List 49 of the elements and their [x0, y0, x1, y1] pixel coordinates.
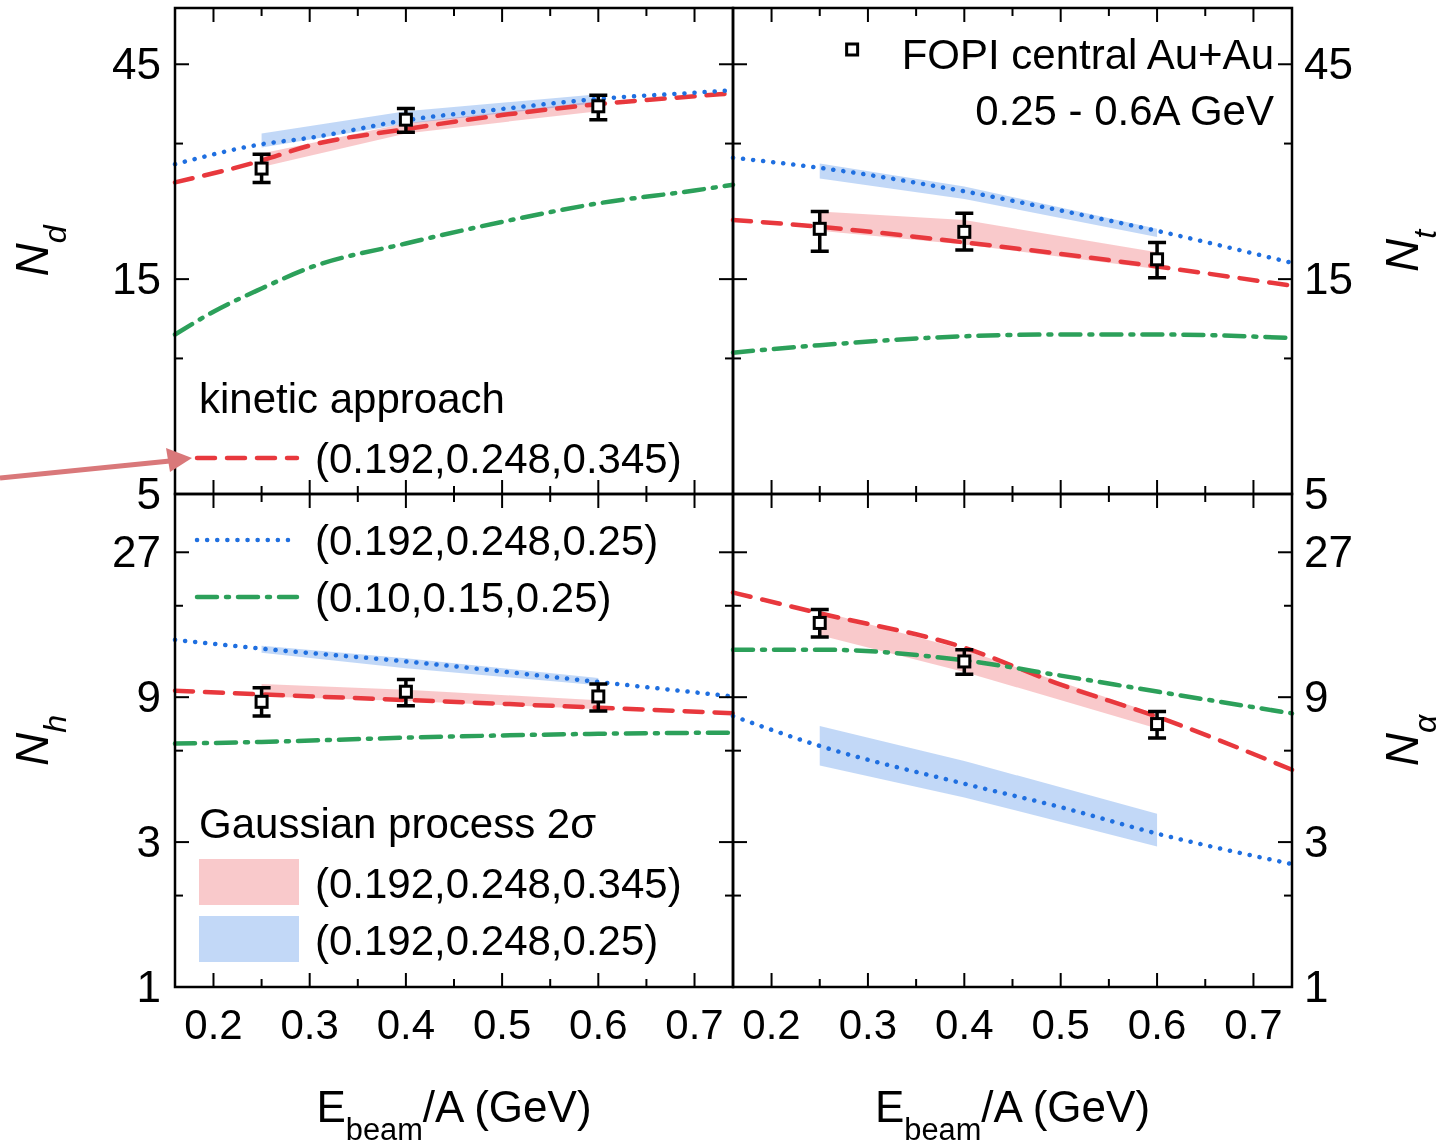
y-tick-label: 1	[1304, 962, 1329, 1011]
x-tick-label: 0.2	[742, 1001, 801, 1048]
legend-label: (0.192,0.248,0.25)	[315, 517, 659, 564]
y-tick-label: 3	[1304, 817, 1329, 867]
legend-title: kinetic approach	[199, 375, 505, 422]
point	[591, 689, 606, 704]
x-tick-label: 0.5	[472, 1001, 532, 1048]
y-tick-label: 15	[112, 254, 161, 304]
y-tick-label: 3	[136, 817, 161, 867]
y-tick-label: 1	[136, 962, 161, 1011]
x-tick-label: 0.6	[1127, 1001, 1187, 1048]
point	[1150, 717, 1165, 732]
y-tick-label: 9	[136, 672, 161, 722]
point	[398, 112, 413, 127]
legend-label: (0.10,0.15,0.25)	[315, 574, 612, 621]
x-tick-label: 0.3	[280, 1001, 339, 1048]
point	[812, 615, 827, 630]
x-axis-title: E$_{beam}$/A (GeV)	[316, 1082, 592, 1141]
y-tick-label: 5	[1304, 469, 1329, 518]
x-tick-label: 0.6	[569, 1001, 628, 1048]
y-tick-label: 27	[1304, 527, 1353, 577]
x-tick-label: 0.4	[376, 1001, 436, 1048]
x-tick-label: 0.5	[1031, 1001, 1090, 1048]
x-tick-label: 0.7	[1224, 1001, 1283, 1048]
point	[254, 694, 269, 709]
point	[957, 654, 972, 669]
y-tick-label: 45	[1304, 39, 1353, 89]
text: (0.192,0.248,0.25)	[315, 917, 659, 964]
x-tick-label: 0.3	[838, 1001, 898, 1048]
annotation: 0.25 - 0.6A GeV	[975, 87, 1274, 134]
point	[398, 684, 413, 699]
legend-label: (0.192,0.248,0.345)	[315, 860, 682, 907]
point	[254, 161, 269, 176]
legend-label: FOPI central Au+Au	[901, 31, 1274, 78]
line-series	[730, 590, 1295, 773]
legend-title: Gaussian process 2σ	[199, 800, 597, 847]
x-tick-label: 0.4	[935, 1001, 994, 1048]
y-tick-label: 27	[112, 527, 161, 577]
y-tick-label: 45	[112, 39, 161, 89]
x-tick-label: 0.2	[184, 1001, 243, 1048]
line-series	[730, 647, 1295, 716]
x-axis-title: E$_{beam}$/A (GeV)	[874, 1082, 1151, 1141]
x-tick-label: 0.7	[665, 1001, 724, 1048]
y-tick-label: 9	[1304, 672, 1329, 722]
point	[591, 99, 606, 114]
y-tick-label: 5	[136, 469, 161, 518]
y-tick-label: 15	[1304, 254, 1353, 304]
line-series	[172, 182, 736, 337]
legend-label: (0.192,0.248,0.345)	[315, 435, 682, 482]
